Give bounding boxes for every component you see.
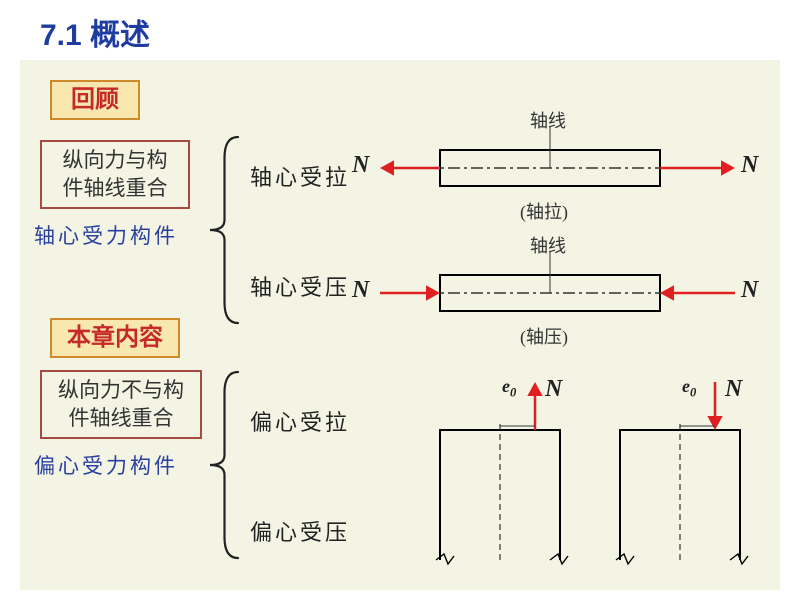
- e0-label-compression: e0: [682, 376, 696, 401]
- review-desc-line2: 件轴线重合: [46, 174, 184, 202]
- force-N-right-tension: N: [741, 152, 758, 179]
- review-label: 回顾: [71, 87, 119, 113]
- row-label-axial-tension: 轴心受拉: [250, 160, 350, 192]
- review-desc-line1: 纵向力与构: [46, 146, 184, 174]
- force-N-eccentric-tension: N: [545, 376, 562, 403]
- chapter-desc-line1: 纵向力不与构: [46, 376, 196, 404]
- sub-label-tension: (轴拉): [520, 198, 568, 224]
- axis-label-compression: 轴线: [530, 232, 566, 258]
- section-title: 7.1 概述: [40, 10, 150, 54]
- force-N-right-compression: N: [741, 277, 758, 304]
- e0-label-tension: e0: [502, 376, 516, 401]
- row-label-eccentric-compression: 偏心受压: [250, 515, 350, 547]
- chapter-description-box: 纵向力不与构 件轴线重合: [40, 370, 202, 439]
- review-label-box: 回顾: [50, 80, 140, 120]
- axis-label-tension: 轴线: [530, 107, 566, 133]
- chapter-desc-line2: 件轴线重合: [46, 404, 196, 432]
- row-label-axial-compression: 轴心受压: [250, 270, 350, 302]
- force-N-left-tension: N: [352, 152, 369, 179]
- force-N-left-compression: N: [352, 277, 369, 304]
- force-N-eccentric-compression: N: [725, 376, 742, 403]
- row-label-eccentric-tension: 偏心受拉: [250, 405, 350, 437]
- chapter-label-box: 本章内容: [50, 318, 180, 358]
- chapter-label: 本章内容: [67, 325, 163, 351]
- sub-label-compression: (轴压): [520, 323, 568, 349]
- chapter-blue-text: 偏心受力构件: [34, 450, 178, 480]
- review-description-box: 纵向力与构 件轴线重合: [40, 140, 190, 209]
- review-blue-text: 轴心受力构件: [34, 220, 178, 250]
